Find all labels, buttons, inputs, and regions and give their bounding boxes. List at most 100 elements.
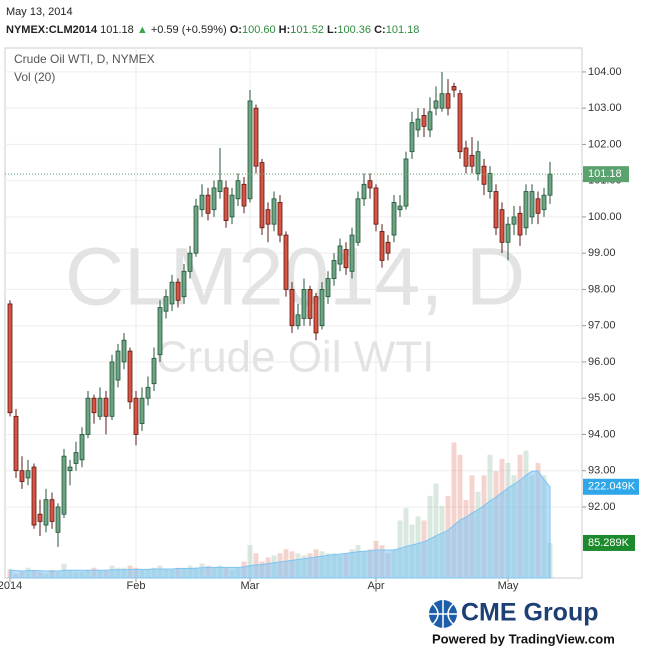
candle-body	[487, 173, 493, 192]
volume-bar	[427, 495, 433, 578]
candle-body	[307, 289, 313, 319]
candle-body	[517, 212, 523, 236]
candle-body	[109, 361, 115, 417]
candle-body	[31, 466, 37, 526]
volume-bar	[247, 545, 253, 578]
candle-body	[193, 205, 199, 254]
y-tick-label: 100.00	[588, 211, 622, 223]
candle-body	[67, 466, 73, 472]
x-tick-label: 2014	[0, 580, 22, 592]
candle-body	[283, 234, 289, 290]
low-key: L:	[327, 24, 337, 36]
candle-body	[343, 249, 349, 269]
y-tick-label: 95.00	[588, 392, 616, 404]
powered-by: Powered by TradingView.com	[432, 631, 615, 646]
y-tick-label: 94.00	[588, 428, 616, 440]
candle-body	[229, 194, 235, 218]
candle-body	[187, 252, 193, 272]
candle-body	[133, 397, 139, 435]
candle-body	[217, 180, 223, 192]
candle-body	[163, 296, 169, 312]
candle-body	[223, 187, 229, 221]
candle-body	[271, 198, 277, 225]
candle-body	[169, 281, 175, 305]
candle-body	[415, 118, 421, 131]
candle-body	[547, 173, 553, 196]
candle-body	[205, 194, 211, 214]
candle-body	[85, 397, 91, 435]
candle-body	[337, 245, 343, 265]
arrow: ▲	[137, 24, 148, 36]
candle-body	[25, 470, 31, 479]
candle-body	[373, 187, 379, 225]
candle-body	[151, 357, 157, 385]
candle-body	[13, 415, 19, 472]
candle-body	[427, 111, 433, 131]
candle-body	[379, 231, 385, 261]
y-tick-label: 98.00	[588, 283, 616, 295]
candle-body	[91, 397, 97, 414]
y-tick-label: 93.00	[588, 465, 616, 477]
high-key: H:	[279, 24, 291, 36]
candle-body	[391, 202, 397, 236]
chart-title: Crude Oil WTI, D, NYMEX	[14, 52, 155, 66]
candle-body	[121, 339, 127, 363]
candle-body	[115, 350, 121, 381]
candle-body	[259, 162, 265, 229]
candle-body	[145, 386, 151, 399]
candle-body	[61, 455, 67, 515]
candle-body	[157, 307, 163, 356]
candle-body	[529, 191, 535, 218]
candle-body	[433, 100, 439, 109]
candle-body	[451, 86, 457, 91]
candle-body	[253, 107, 259, 167]
candle-body	[535, 198, 541, 214]
candle-body	[139, 397, 145, 424]
y-tick-label: 97.00	[588, 320, 616, 332]
candle-body	[361, 183, 367, 200]
candle-body	[469, 154, 475, 167]
y-tick-label: 99.00	[588, 247, 616, 259]
candle-body	[355, 198, 361, 243]
candle-body	[505, 223, 511, 243]
candle-body	[511, 216, 517, 225]
candle-body	[403, 158, 409, 207]
volume-bar	[457, 454, 463, 578]
candle-body	[445, 93, 451, 109]
volume-ma-area	[9, 470, 551, 579]
candle-body	[37, 513, 43, 522]
candle-body	[313, 296, 319, 334]
candle-body	[127, 350, 133, 403]
candle-body	[175, 281, 181, 301]
open: 100.60	[242, 24, 276, 36]
candle-body	[499, 209, 505, 243]
watermark: CLM2014, D	[65, 232, 525, 323]
open-key: O:	[230, 24, 242, 36]
candle-body	[55, 506, 61, 533]
x-tick-label: May	[498, 580, 519, 592]
candle-body	[439, 93, 445, 109]
symbol: NYMEX:CLM2014	[6, 24, 98, 36]
candle-body	[289, 289, 295, 327]
y-tick-label: 92.00	[588, 501, 616, 513]
candle-body	[79, 434, 85, 461]
close-key: C:	[374, 24, 386, 36]
candle-body	[211, 187, 217, 211]
candle-body	[277, 202, 283, 236]
volume-ma-label: 222.049K	[588, 481, 636, 493]
candle-body	[235, 180, 241, 200]
x-tick-label: Apr	[367, 580, 384, 592]
candle-body	[493, 191, 499, 229]
candle-body	[97, 397, 103, 417]
candle-body	[319, 289, 325, 327]
low: 100.36	[337, 24, 371, 36]
candle-body	[397, 205, 403, 211]
y-tick-label: 103.00	[588, 102, 622, 114]
cme-logo	[429, 600, 457, 628]
candle-body	[43, 499, 49, 526]
last-price-label: 101.18	[588, 168, 622, 180]
candle-body	[523, 191, 529, 229]
candle-body	[349, 234, 355, 272]
